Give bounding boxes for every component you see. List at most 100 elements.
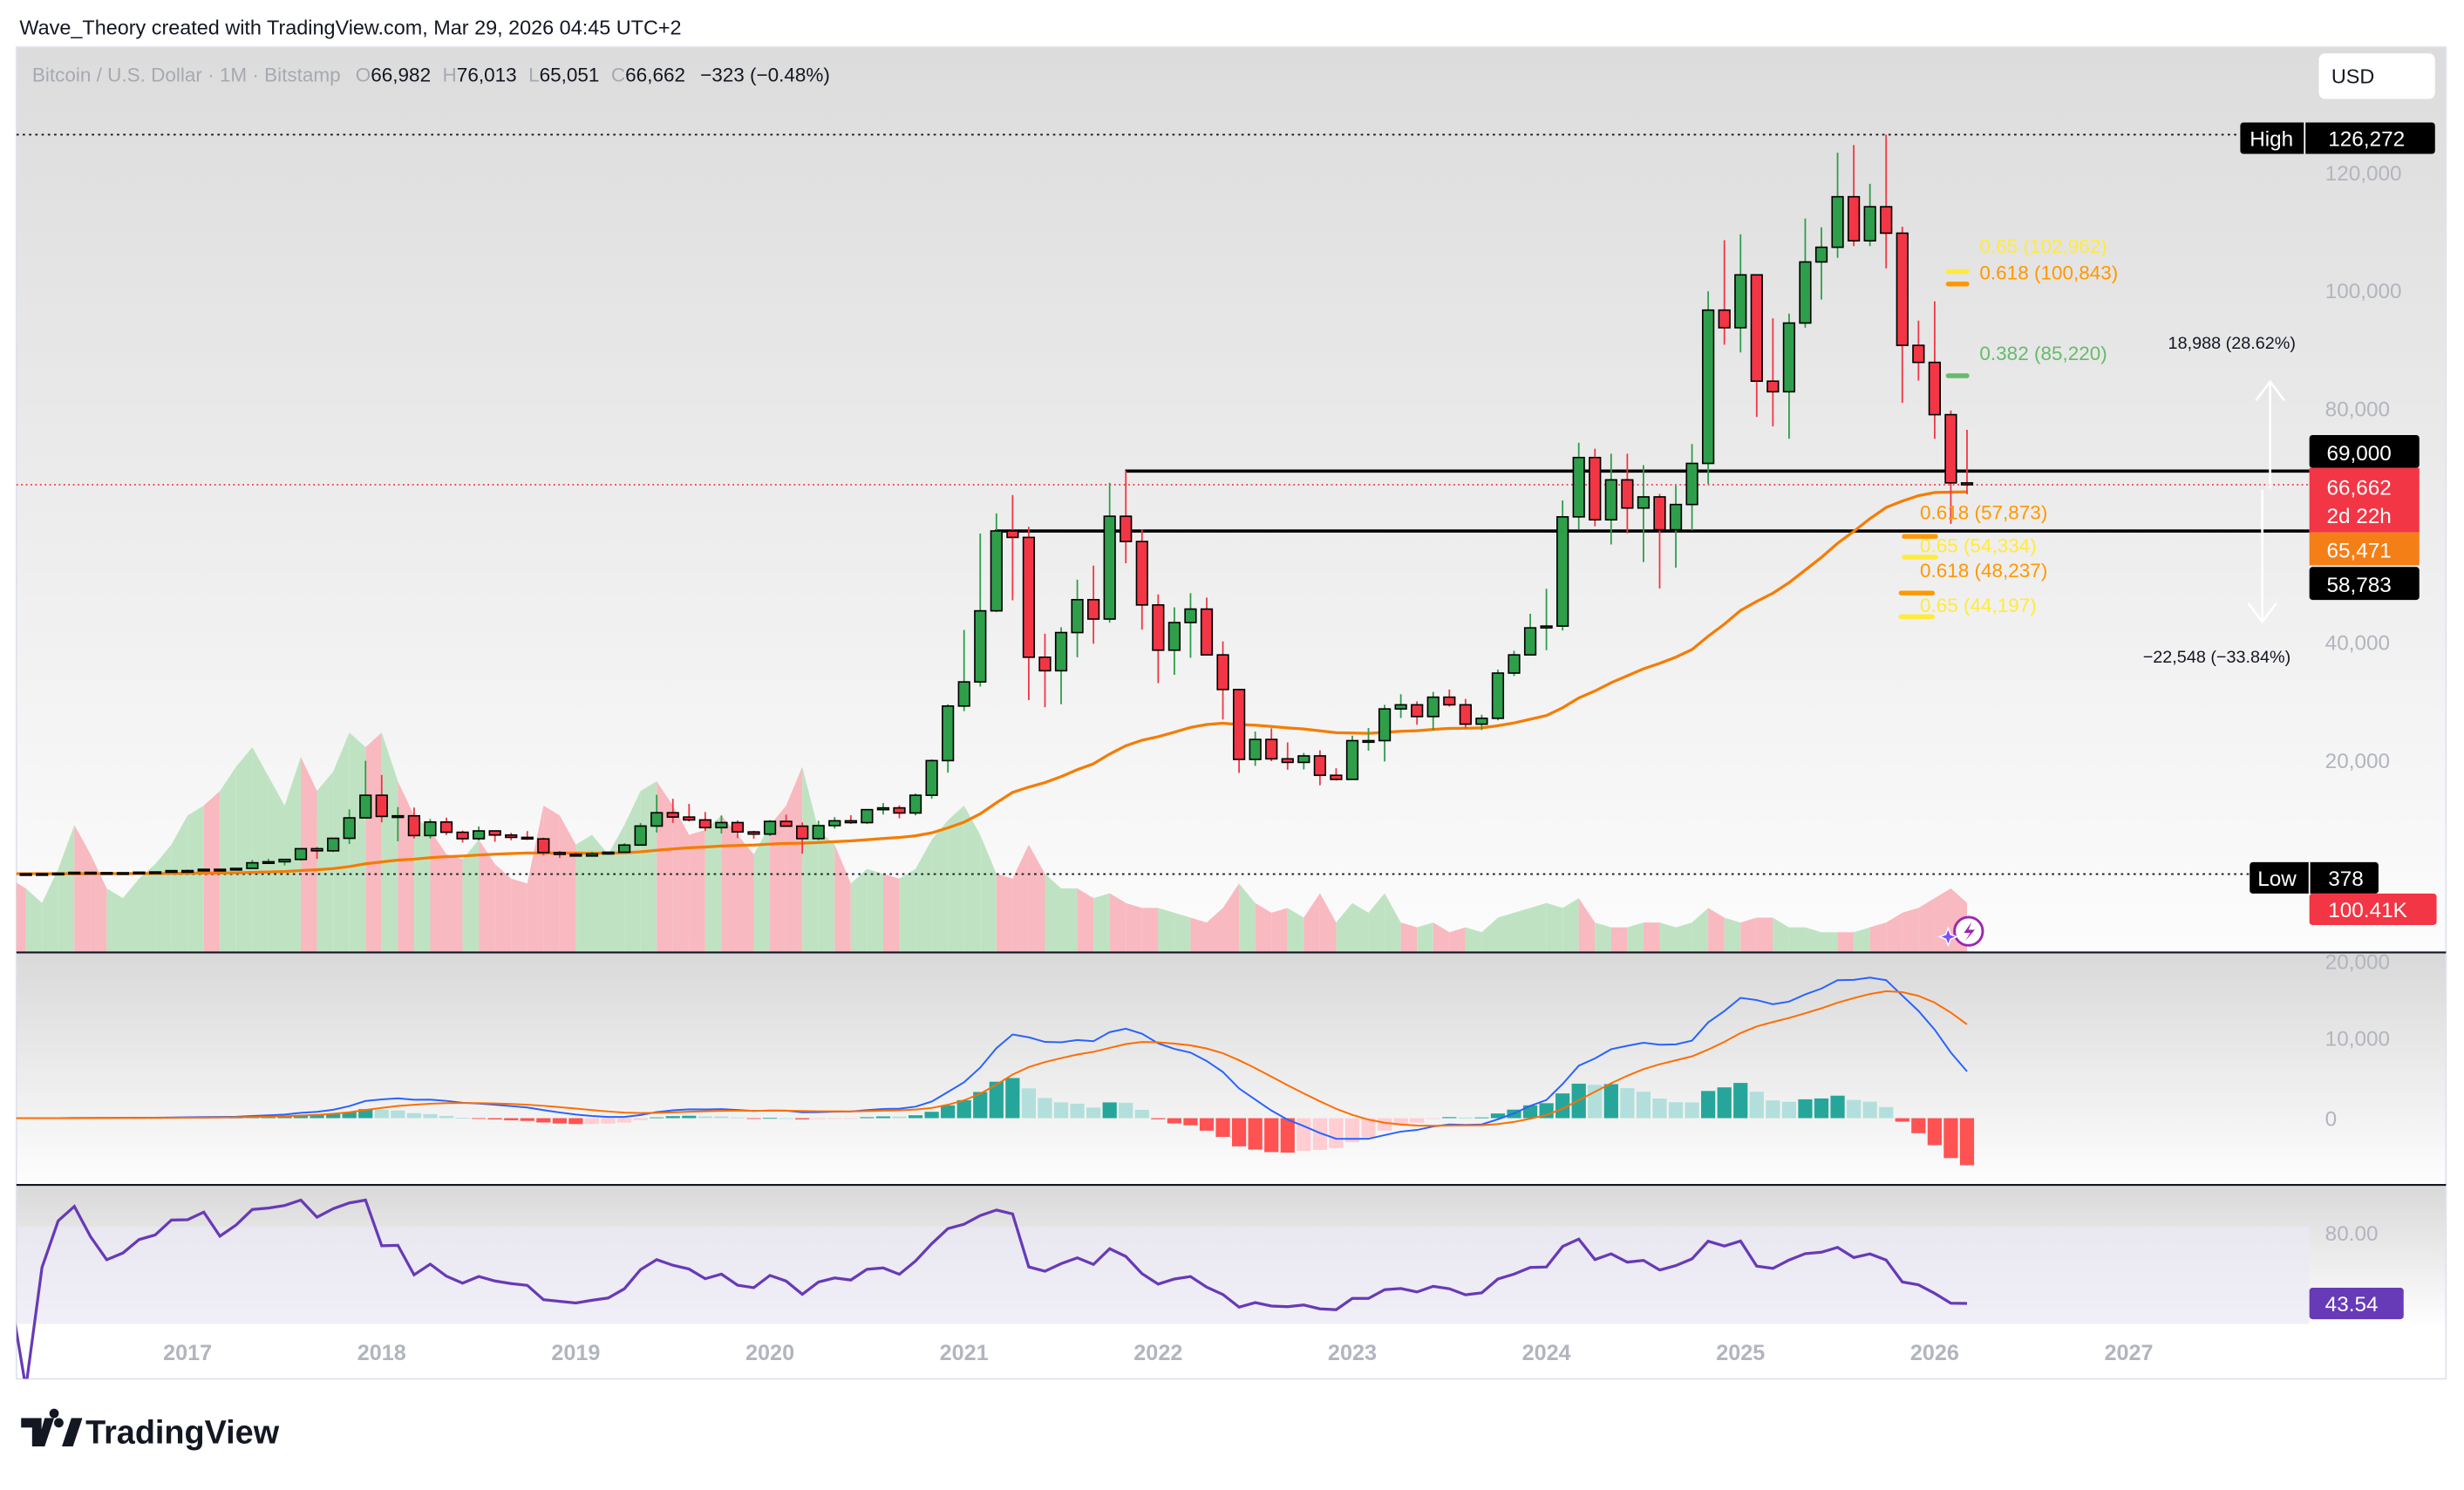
candle[interactable] — [1848, 145, 1861, 247]
candle[interactable] — [1621, 453, 1634, 534]
candle[interactable] — [278, 858, 291, 866]
candle[interactable] — [1750, 274, 1763, 418]
candle[interactable] — [1960, 430, 1974, 494]
candle[interactable] — [1087, 565, 1100, 644]
candle[interactable] — [1718, 240, 1731, 345]
candle[interactable] — [472, 826, 486, 840]
fib-level[interactable]: 0.382 (85,220) — [1945, 343, 2107, 378]
candle[interactable] — [148, 871, 162, 874]
candle[interactable] — [1734, 234, 1747, 353]
candle[interactable] — [1071, 579, 1084, 657]
candle[interactable] — [1928, 301, 1942, 439]
candle[interactable] — [1443, 689, 1456, 707]
candle[interactable] — [1167, 607, 1181, 676]
fib-level[interactable]: 0.618 (100,843) — [1945, 262, 2118, 287]
candle[interactable] — [51, 872, 65, 876]
candle[interactable] — [1589, 448, 1602, 527]
candle[interactable] — [36, 873, 49, 876]
candle[interactable] — [1249, 731, 1262, 766]
candle[interactable] — [1604, 453, 1617, 545]
candle[interactable] — [407, 807, 421, 839]
macd-axis[interactable]: 20,000 10,000 0 — [2325, 950, 2390, 1131]
candle[interactable] — [1669, 486, 1683, 568]
candle[interactable] — [375, 774, 388, 823]
candle[interactable] — [1540, 589, 1553, 650]
candle[interactable] — [861, 808, 874, 825]
candle[interactable] — [68, 871, 81, 875]
candle[interactable] — [650, 794, 664, 833]
candle[interactable] — [294, 847, 308, 861]
candle[interactable] — [925, 759, 938, 799]
candle[interactable] — [1362, 728, 1375, 751]
candle[interactable] — [1022, 527, 1036, 701]
candle[interactable] — [1912, 320, 1925, 381]
candle[interactable] — [585, 851, 599, 857]
candle[interactable] — [456, 830, 469, 843]
candle[interactable] — [84, 871, 97, 875]
candle[interactable] — [1944, 410, 1957, 524]
candle[interactable] — [715, 815, 728, 833]
candle[interactable] — [1378, 704, 1392, 762]
candle[interactable] — [731, 820, 745, 839]
price-range-measure[interactable]: 18,988 (28.62%) −22,548 (−33.84%) — [2143, 334, 2296, 667]
candle[interactable] — [1330, 768, 1343, 781]
currency-button[interactable]: USD — [2318, 53, 2435, 99]
rsi-axis[interactable]: 80.00 — [2325, 1222, 2379, 1246]
fib-level[interactable]: 0.65 (44,197) — [1898, 595, 2037, 620]
candle[interactable] — [133, 871, 146, 875]
candle[interactable] — [602, 851, 615, 855]
fib-level[interactable]: 0.618 (48,237) — [1898, 560, 2047, 595]
tradingview-logo[interactable]: TradingView — [21, 1408, 280, 1452]
candle[interactable] — [553, 851, 566, 859]
candle[interactable] — [957, 629, 970, 711]
candle[interactable] — [1685, 444, 1698, 531]
fib-level[interactable]: 0.65 (54,334) — [1902, 535, 2037, 560]
candle[interactable] — [569, 852, 582, 857]
time-axis[interactable]: 2017 2018 2019 2020 2021 2022 2023 2024 2025 2026… — [163, 1341, 2153, 1365]
candle[interactable] — [1814, 227, 1828, 300]
candle[interactable] — [310, 847, 323, 860]
candle[interactable] — [1120, 471, 1133, 564]
candle[interactable] — [1896, 227, 1909, 404]
candle[interactable] — [1799, 218, 1812, 328]
candle[interactable] — [1426, 691, 1440, 731]
candle[interactable] — [666, 799, 679, 823]
candle[interactable] — [1556, 500, 1569, 631]
candle[interactable] — [197, 868, 210, 872]
candle[interactable] — [359, 760, 372, 819]
candle[interactable] — [1345, 735, 1359, 780]
candle[interactable] — [1508, 650, 1521, 677]
candle[interactable] — [990, 513, 1003, 612]
candle[interactable] — [391, 806, 405, 841]
candle[interactable] — [1653, 493, 1666, 589]
candle[interactable] — [327, 837, 340, 853]
candle[interactable] — [1135, 528, 1148, 630]
candle[interactable] — [683, 804, 696, 822]
candle[interactable] — [1281, 742, 1294, 770]
candle[interactable] — [1523, 613, 1537, 656]
candle[interactable] — [537, 837, 550, 856]
lightning-icon[interactable] — [1937, 915, 1984, 948]
candle[interactable] — [893, 805, 906, 819]
candle[interactable] — [246, 860, 259, 869]
candle[interactable] — [214, 868, 227, 872]
candle[interactable] — [19, 873, 32, 876]
candle[interactable] — [779, 814, 793, 827]
candle[interactable] — [1766, 318, 1780, 427]
candle[interactable] — [763, 820, 777, 836]
candle[interactable] — [812, 820, 825, 840]
candle[interactable] — [974, 534, 987, 687]
candle[interactable] — [1265, 728, 1278, 762]
candle[interactable] — [698, 812, 711, 832]
candle[interactable] — [165, 869, 178, 874]
candle[interactable] — [844, 815, 857, 825]
candle[interactable] — [229, 867, 242, 871]
candle[interactable] — [909, 793, 922, 816]
price-axis[interactable]: 120,000 100,000 80,000 40,000 20,000 — [2325, 162, 2402, 773]
candle[interactable] — [424, 819, 437, 839]
candle[interactable] — [634, 822, 647, 847]
candle[interactable] — [181, 869, 194, 874]
candle[interactable] — [876, 803, 890, 815]
candle[interactable] — [1232, 689, 1246, 773]
candle[interactable] — [343, 809, 356, 844]
